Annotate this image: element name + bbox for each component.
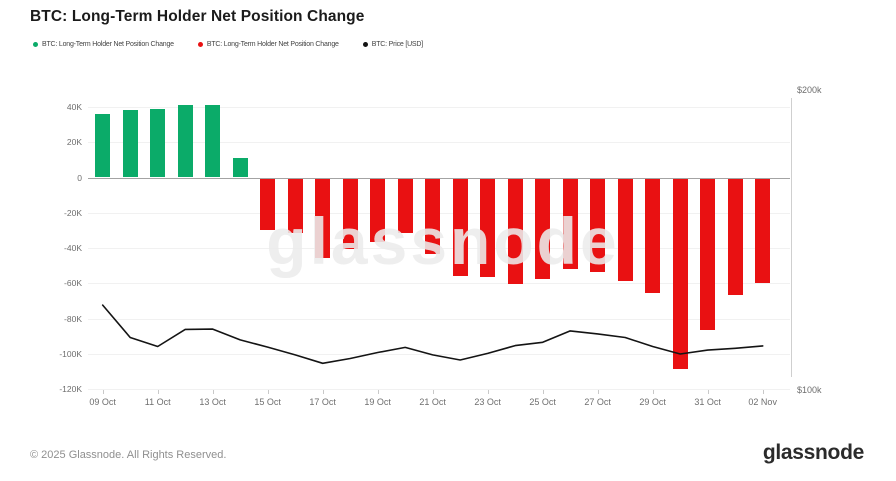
copyright: © 2025 Glassnode. All Rights Reserved. <box>30 449 227 461</box>
left-axis-label: 20K <box>66 137 82 148</box>
x-axis-tick <box>597 389 599 394</box>
bar[interactable] <box>755 178 771 283</box>
bar[interactable] <box>177 105 193 178</box>
gridline <box>88 142 790 144</box>
x-axis-tick <box>377 389 379 394</box>
legend-item-label: BTC: Price [USD] <box>371 41 424 48</box>
x-axis-tick <box>762 389 764 394</box>
legend-dot-icon <box>362 42 368 47</box>
bar[interactable] <box>480 178 496 278</box>
bar[interactable] <box>672 178 688 370</box>
x-axis-tick <box>267 389 269 394</box>
x-axis-label: 29 Oct <box>639 397 666 407</box>
x-axis-tick <box>322 389 324 394</box>
x-axis-label: 25 Oct <box>529 397 556 407</box>
bar[interactable] <box>425 178 441 255</box>
bar[interactable] <box>287 178 303 234</box>
x-axis-label: 13 Oct <box>199 397 226 407</box>
left-axis-label: -60K <box>64 278 82 289</box>
x-axis-tick <box>212 389 214 394</box>
x-axis-label: 02 Nov <box>748 397 777 407</box>
legend-item[interactable]: BTC: Long-Term Holder Net Position Chang… <box>197 41 339 48</box>
gridline <box>88 283 790 285</box>
gridline <box>88 106 790 108</box>
right-axis-line <box>791 98 792 377</box>
gridline <box>88 177 790 179</box>
right-axis-label: $100k <box>797 384 822 395</box>
gridline <box>88 389 790 391</box>
bar[interactable] <box>727 178 743 295</box>
bar[interactable] <box>315 178 331 258</box>
x-axis-tick <box>487 389 489 394</box>
bar[interactable] <box>617 178 633 281</box>
x-axis-label: 11 Oct <box>144 397 171 407</box>
left-axis-label: -120K <box>59 384 82 395</box>
bar[interactable] <box>452 178 468 276</box>
bar[interactable] <box>95 113 111 178</box>
x-axis-label: 17 Oct <box>309 397 336 407</box>
bar[interactable] <box>397 178 413 234</box>
x-axis-label: 09 Oct <box>89 397 116 407</box>
legend-item[interactable]: BTC: Price [USD] <box>362 41 424 48</box>
legend-item-label: BTC: Long-Term Holder Net Position Chang… <box>42 41 174 48</box>
x-axis-tick <box>157 389 159 394</box>
bar[interactable] <box>562 178 578 269</box>
x-axis-tick <box>707 389 709 394</box>
bar[interactable] <box>590 178 606 273</box>
bar[interactable] <box>260 178 276 230</box>
legend-item[interactable]: BTC: Long-Term Holder Net Position Chang… <box>33 41 174 48</box>
page-title: BTC: Long-Term Holder Net Position Chang… <box>30 8 365 25</box>
x-axis-label: 19 Oct <box>364 397 391 407</box>
bar[interactable] <box>370 178 386 243</box>
x-axis-label: 15 Oct <box>254 397 281 407</box>
bar[interactable] <box>700 178 716 331</box>
x-axis-tick <box>102 389 104 394</box>
x-axis-label: 31 Oct <box>694 397 721 407</box>
bar[interactable] <box>150 108 166 178</box>
left-axis-label: 40K <box>66 101 82 112</box>
left-axis-label: -100K <box>59 349 82 359</box>
legend-item-label: BTC: Long-Term Holder Net Position Chang… <box>206 41 339 48</box>
bar[interactable] <box>232 158 248 178</box>
legend-dot-icon <box>197 42 203 47</box>
x-axis-label: 27 Oct <box>584 397 611 407</box>
bar[interactable] <box>122 110 138 178</box>
bar[interactable] <box>645 178 661 294</box>
x-axis-tick <box>432 389 434 394</box>
legend: BTC: Long-Term Holder Net Position Chang… <box>33 41 423 48</box>
right-axis-label: $200k <box>797 84 822 95</box>
bar[interactable] <box>535 178 551 280</box>
x-axis-label: 23 Oct <box>474 397 501 407</box>
x-axis-label: 21 Oct <box>419 397 446 407</box>
left-axis-label: -40K <box>64 243 82 254</box>
bar[interactable] <box>205 105 221 178</box>
glassnode-logo: glassnode <box>762 441 864 464</box>
bar[interactable] <box>507 178 523 285</box>
x-axis-tick <box>542 389 544 394</box>
left-axis-label: -20K <box>64 207 82 218</box>
x-axis-tick <box>652 389 654 394</box>
legend-dot-icon <box>33 42 38 47</box>
left-axis-label: -80K <box>64 313 82 324</box>
bar[interactable] <box>342 178 358 250</box>
left-axis-label: 0 <box>77 172 82 183</box>
